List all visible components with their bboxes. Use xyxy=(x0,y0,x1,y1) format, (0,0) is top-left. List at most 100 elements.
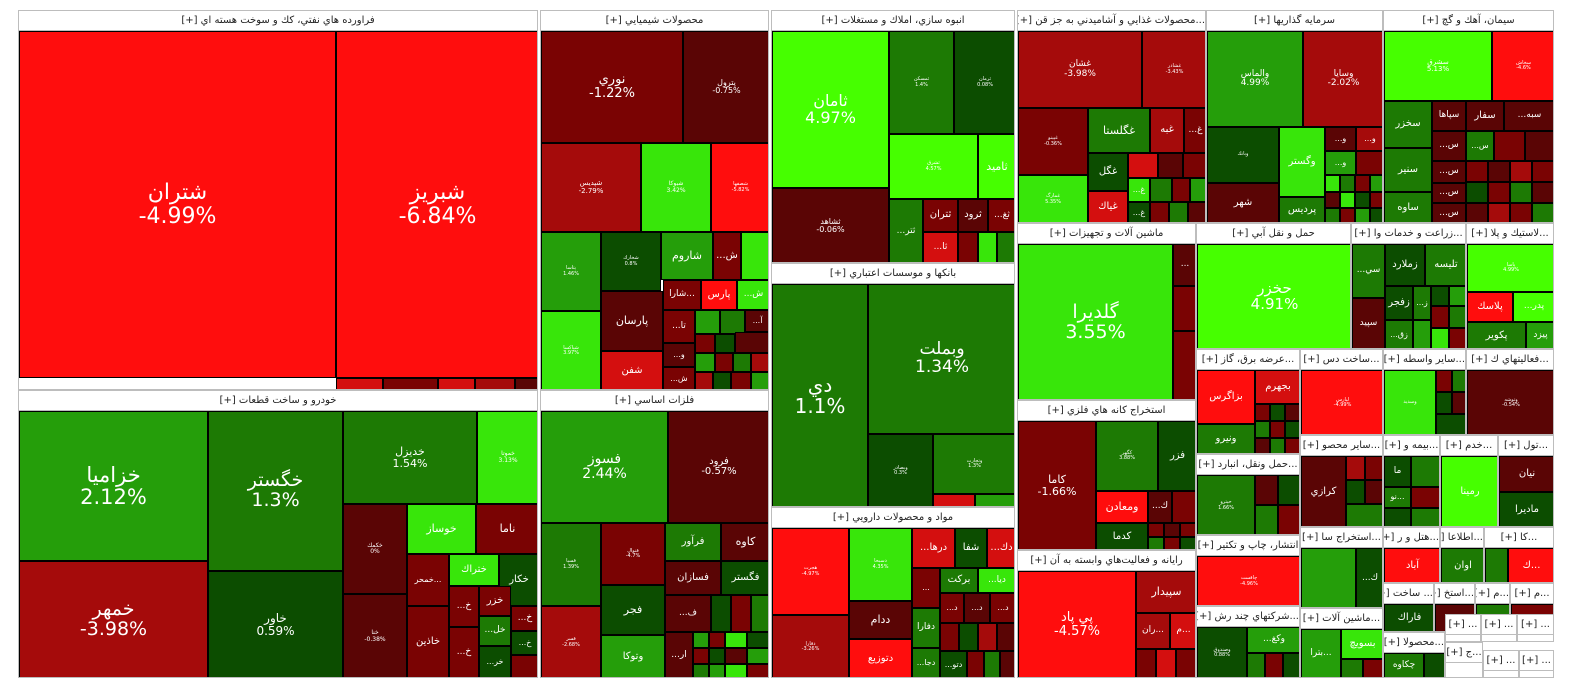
sector-title[interactable]: ...عرضه برق، گاز [+] xyxy=(1197,350,1299,370)
stock-tile[interactable]: وبانك xyxy=(1207,127,1279,183)
stock-tile[interactable] xyxy=(1355,208,1370,222)
stock-tile[interactable] xyxy=(1452,370,1465,392)
stock-tile[interactable]: ش... xyxy=(737,280,768,310)
stock-tile[interactable]: فسپا 1.39% xyxy=(541,523,601,606)
sector-title[interactable]: محصولات شيميايي [+] xyxy=(541,11,768,31)
stock-tile[interactable]: والماس 4.99% xyxy=(1207,31,1303,127)
stock-tile[interactable]: ثرمان 0.08% xyxy=(954,31,1014,134)
stock-tile[interactable]: ختراك xyxy=(449,554,499,586)
stock-tile[interactable]: غشان -3.98% xyxy=(1018,31,1142,108)
stock-tile[interactable] xyxy=(1449,286,1465,306)
stock-tile[interactable]: دفارا xyxy=(912,608,940,648)
stock-tile[interactable] xyxy=(1325,192,1340,208)
stock-tile[interactable]: وسايا -2.02% xyxy=(1303,31,1382,127)
stock-tile[interactable]: چكاوه xyxy=(1384,653,1424,677)
stock-tile[interactable] xyxy=(1340,208,1355,222)
stock-tile[interactable] xyxy=(1265,653,1283,677)
stock-tile[interactable] xyxy=(1370,175,1382,192)
stock-tile[interactable]: و... xyxy=(1325,151,1356,175)
stock-tile[interactable] xyxy=(733,353,751,372)
stock-tile[interactable] xyxy=(1150,178,1172,202)
stock-tile[interactable]: چافست -4.96% xyxy=(1197,556,1299,605)
stock-tile[interactable] xyxy=(978,232,997,262)
stock-tile[interactable] xyxy=(1411,508,1439,526)
stock-tile[interactable] xyxy=(751,353,768,372)
sector-title[interactable]: ...ج [+] xyxy=(1446,643,1482,663)
stock-tile[interactable]: ماديرا xyxy=(1499,492,1553,526)
sector-title[interactable]: ... [+] xyxy=(1482,615,1516,635)
stock-tile[interactable]: دسبحا 4.35% xyxy=(849,528,912,601)
sector-title[interactable]: ... [+] xyxy=(1518,615,1553,635)
stock-tile[interactable]: فرود -0.57% xyxy=(668,411,768,523)
stock-tile[interactable]: و... xyxy=(1325,127,1356,151)
stock-tile[interactable]: غگلستا xyxy=(1088,108,1150,153)
stock-tile[interactable]: وگستر xyxy=(1279,127,1325,197)
stock-tile[interactable] xyxy=(1532,161,1553,182)
stock-tile[interactable] xyxy=(1156,649,1176,677)
stock-tile[interactable] xyxy=(1355,175,1370,192)
stock-tile[interactable]: گلديرا 3.55% xyxy=(1018,244,1173,399)
stock-tile[interactable] xyxy=(751,372,768,389)
stock-tile[interactable] xyxy=(1449,306,1465,328)
stock-tile[interactable] xyxy=(1278,475,1299,505)
stock-tile[interactable] xyxy=(933,494,975,506)
stock-tile[interactable]: و... xyxy=(663,343,695,367)
stock-tile[interactable] xyxy=(711,595,731,632)
stock-tile[interactable]: آ... xyxy=(745,310,768,332)
stock-tile[interactable]: پي پاد -4.57% xyxy=(1018,571,1136,677)
stock-tile[interactable] xyxy=(1172,178,1190,202)
stock-tile[interactable] xyxy=(1346,456,1365,480)
stock-tile[interactable] xyxy=(1278,505,1299,534)
stock-tile[interactable]: ديا... xyxy=(978,568,1014,593)
stock-tile[interactable]: خموتا 3.13% xyxy=(477,411,537,504)
stock-tile[interactable]: خاور 0.59% xyxy=(208,571,343,677)
stock-tile[interactable] xyxy=(1494,131,1525,161)
stock-tile[interactable]: ش... xyxy=(663,367,695,389)
stock-tile[interactable]: شصفها -5.82% xyxy=(711,143,768,232)
stock-tile[interactable]: زفجر xyxy=(1385,286,1413,320)
sector-title[interactable]: سيمان، آهك و گچ [+] xyxy=(1384,11,1553,31)
stock-tile[interactable] xyxy=(997,232,1014,262)
stock-tile[interactable]: ...ران xyxy=(1136,613,1170,649)
stock-tile[interactable] xyxy=(1180,523,1195,537)
stock-tile[interactable] xyxy=(1356,151,1382,175)
sector-title[interactable]: رايانه و فعاليت‌هاي وابسته به آن [+] xyxy=(1018,551,1195,571)
stock-tile[interactable]: دجا... xyxy=(912,648,940,677)
stock-tile[interactable]: اوان xyxy=(1441,548,1483,582)
stock-tile[interactable] xyxy=(1510,161,1532,182)
stock-tile[interactable] xyxy=(709,632,725,648)
stock-tile[interactable] xyxy=(1164,523,1180,537)
stock-tile[interactable] xyxy=(438,378,475,389)
stock-tile[interactable]: شتران -4.99% xyxy=(19,31,336,378)
stock-tile[interactable] xyxy=(336,378,383,389)
stock-tile[interactable]: حخزر 4.91% xyxy=(1197,244,1350,348)
stock-tile[interactable]: زملارد xyxy=(1385,244,1425,286)
stock-tile[interactable] xyxy=(1270,404,1285,421)
stock-tile[interactable] xyxy=(693,632,709,648)
stock-tile[interactable] xyxy=(693,648,709,664)
stock-tile[interactable] xyxy=(1436,370,1452,392)
stock-tile[interactable]: فگستر xyxy=(721,561,768,595)
stock-tile[interactable] xyxy=(1180,537,1195,549)
stock-tile[interactable]: ... xyxy=(912,568,940,608)
sector-title[interactable]: ...شركتهاي چند رش [+] xyxy=(1197,607,1299,627)
sector-title[interactable]: ...ساخت دس [+] xyxy=(1301,350,1382,370)
stock-tile[interactable] xyxy=(715,353,733,372)
stock-tile[interactable]: پكوير xyxy=(1467,322,1526,348)
stock-tile[interactable]: غياك xyxy=(1088,191,1128,222)
stock-tile[interactable]: پارسان xyxy=(601,291,663,351)
stock-tile[interactable]: ثشرق 4.57% xyxy=(889,134,978,199)
stock-tile[interactable] xyxy=(1150,202,1169,222)
stock-tile[interactable] xyxy=(1325,208,1340,222)
stock-tile[interactable]: ف... xyxy=(665,595,711,632)
stock-tile[interactable] xyxy=(1341,659,1363,677)
stock-tile[interactable]: خ... xyxy=(449,627,479,677)
stock-tile[interactable]: شپديس -2.79% xyxy=(541,143,641,232)
stock-tile[interactable] xyxy=(731,595,751,632)
stock-tile[interactable] xyxy=(1436,414,1465,434)
stock-tile[interactable] xyxy=(515,378,537,389)
stock-tile[interactable] xyxy=(1525,131,1553,161)
stock-tile[interactable]: پيزد xyxy=(1526,322,1553,348)
stock-tile[interactable] xyxy=(1000,651,1014,677)
stock-tile[interactable]: غبه xyxy=(1150,108,1184,153)
